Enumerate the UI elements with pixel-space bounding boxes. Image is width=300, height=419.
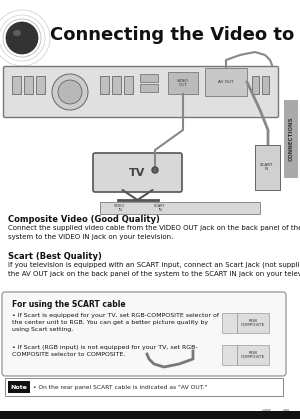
Bar <box>237 345 269 365</box>
Bar <box>255 145 280 190</box>
Text: Connecting the Video to TV: Connecting the Video to TV <box>50 26 300 44</box>
Text: SCART
IN: SCART IN <box>260 163 274 171</box>
Text: VIDEO
OUT: VIDEO OUT <box>177 79 189 87</box>
Bar <box>222 345 237 365</box>
Circle shape <box>52 74 88 110</box>
Text: SCART
IN: SCART IN <box>154 204 166 212</box>
Circle shape <box>152 167 158 173</box>
Bar <box>237 313 269 333</box>
Text: RGB
COMPOSITE: RGB COMPOSITE <box>241 351 265 360</box>
Bar <box>140 84 158 92</box>
Bar <box>140 74 158 82</box>
Text: Composite Video (Good Quality): Composite Video (Good Quality) <box>8 215 160 224</box>
Bar <box>112 76 121 94</box>
Bar <box>168 72 198 94</box>
FancyBboxPatch shape <box>2 292 286 376</box>
Bar <box>205 68 247 96</box>
Bar <box>100 202 260 214</box>
Text: AV OUT: AV OUT <box>218 80 234 84</box>
Text: For using the SCART cable: For using the SCART cable <box>12 300 126 309</box>
Text: If you television is equipped with an SCART input, connect an Scart Jack (not su: If you television is equipped with an SC… <box>8 262 300 277</box>
Bar <box>12 76 21 94</box>
Bar <box>284 100 298 178</box>
Text: 14: 14 <box>258 408 293 419</box>
Bar <box>222 313 237 333</box>
Text: CONNECTIONS: CONNECTIONS <box>289 116 293 161</box>
Bar <box>252 76 259 94</box>
Text: TV: TV <box>129 168 146 178</box>
Text: • If Scart is equipped for your TV, set RGB-COMPOSITE selector of
the center uni: • If Scart is equipped for your TV, set … <box>12 313 219 331</box>
Ellipse shape <box>13 30 21 36</box>
Text: Note: Note <box>11 385 27 390</box>
Bar <box>24 76 33 94</box>
Bar <box>8 381 30 393</box>
Text: Connect the supplied video cable from the VIDEO OUT jack on the back panel of th: Connect the supplied video cable from th… <box>8 225 300 240</box>
Text: VIDEO
IN: VIDEO IN <box>114 204 126 212</box>
Bar <box>100 76 109 94</box>
Text: RGB
COMPOSITE: RGB COMPOSITE <box>241 318 265 328</box>
Bar <box>36 76 45 94</box>
FancyBboxPatch shape <box>93 153 182 192</box>
Text: • If Scart (RGB input) is not equipped for your TV, set RGB-
COMPOSITE selector : • If Scart (RGB input) is not equipped f… <box>12 345 198 357</box>
Bar <box>5 378 283 396</box>
Text: Scart (Best Quality): Scart (Best Quality) <box>8 252 102 261</box>
FancyBboxPatch shape <box>4 67 278 117</box>
Bar <box>0 411 300 419</box>
Circle shape <box>58 80 82 104</box>
Circle shape <box>6 22 38 54</box>
Text: • On the rear panel SCART cable is indicated as "AV OUT.": • On the rear panel SCART cable is indic… <box>33 385 207 390</box>
Bar <box>262 76 269 94</box>
Bar <box>124 76 133 94</box>
